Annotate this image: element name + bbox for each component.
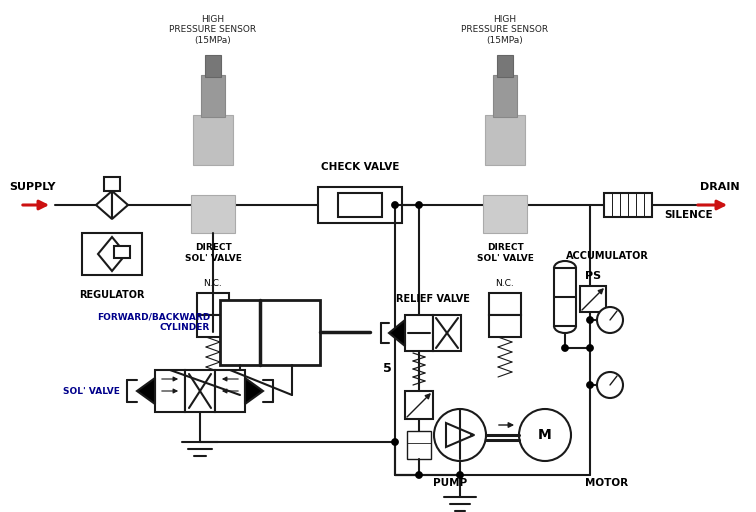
Circle shape — [457, 472, 463, 479]
Bar — [493, 75, 517, 117]
Bar — [197, 293, 229, 315]
Text: PUMP: PUMP — [433, 478, 467, 488]
Polygon shape — [96, 191, 112, 219]
Bar — [104, 177, 120, 191]
Text: PS: PS — [585, 271, 601, 281]
Bar — [554, 268, 576, 326]
Bar — [191, 195, 235, 233]
Bar — [201, 75, 225, 117]
Bar — [405, 315, 433, 351]
Text: N.C.: N.C. — [496, 279, 514, 288]
Text: HIGH
PRESSURE SENSOR
(15MPa): HIGH PRESSURE SENSOR (15MPa) — [169, 15, 256, 45]
Text: MOTOR: MOTOR — [585, 478, 628, 488]
Bar — [489, 315, 521, 337]
Text: ACCUMULATOR: ACCUMULATOR — [565, 251, 649, 261]
Bar — [318, 187, 402, 223]
Bar — [193, 115, 233, 165]
Bar — [220, 300, 320, 365]
Bar — [407, 431, 431, 459]
Polygon shape — [245, 378, 263, 404]
Circle shape — [434, 409, 486, 461]
Circle shape — [562, 345, 569, 352]
Polygon shape — [137, 378, 155, 404]
Bar — [205, 55, 221, 77]
Text: M: M — [538, 428, 552, 442]
Bar — [604, 193, 652, 217]
Polygon shape — [389, 320, 405, 346]
Text: RELIEF VALVE: RELIEF VALVE — [396, 294, 470, 304]
Circle shape — [392, 202, 398, 208]
Bar — [197, 315, 229, 337]
Text: SOL' VALVE: SOL' VALVE — [63, 387, 120, 395]
Circle shape — [416, 202, 423, 208]
Circle shape — [597, 307, 623, 333]
Text: CHECK VALVE: CHECK VALVE — [321, 162, 399, 172]
Bar — [405, 391, 433, 419]
Bar — [155, 370, 185, 412]
Bar — [483, 195, 527, 233]
Text: DRAIN: DRAIN — [700, 182, 740, 192]
Circle shape — [392, 438, 398, 445]
Circle shape — [519, 409, 571, 461]
Polygon shape — [446, 423, 474, 447]
Text: SILENCE: SILENCE — [664, 210, 713, 220]
Circle shape — [587, 381, 593, 389]
Bar — [497, 55, 513, 77]
Bar — [114, 246, 130, 258]
Polygon shape — [112, 191, 128, 219]
Text: DIRECT
SOL' VALVE: DIRECT SOL' VALVE — [476, 243, 534, 263]
Bar — [82, 233, 142, 275]
Bar — [485, 115, 525, 165]
Text: N.C.: N.C. — [203, 279, 222, 288]
Bar — [433, 315, 461, 351]
Bar — [185, 370, 215, 412]
Circle shape — [597, 372, 623, 398]
Bar — [580, 286, 606, 312]
Circle shape — [416, 472, 423, 479]
Text: REGULATOR: REGULATOR — [79, 290, 144, 300]
Text: FORWARD/BACKWARD
CYLINDER: FORWARD/BACKWARD CYLINDER — [97, 312, 210, 332]
Bar — [338, 193, 382, 217]
Circle shape — [587, 345, 593, 352]
Circle shape — [587, 316, 593, 324]
Text: SUPPLY: SUPPLY — [9, 182, 55, 192]
Bar — [489, 293, 521, 315]
Text: DIRECT
SOL' VALVE: DIRECT SOL' VALVE — [184, 243, 241, 263]
Text: 5: 5 — [383, 362, 392, 375]
Text: HIGH
PRESSURE SENSOR
(15MPa): HIGH PRESSURE SENSOR (15MPa) — [461, 15, 549, 45]
Polygon shape — [98, 237, 126, 271]
Bar — [215, 370, 245, 412]
